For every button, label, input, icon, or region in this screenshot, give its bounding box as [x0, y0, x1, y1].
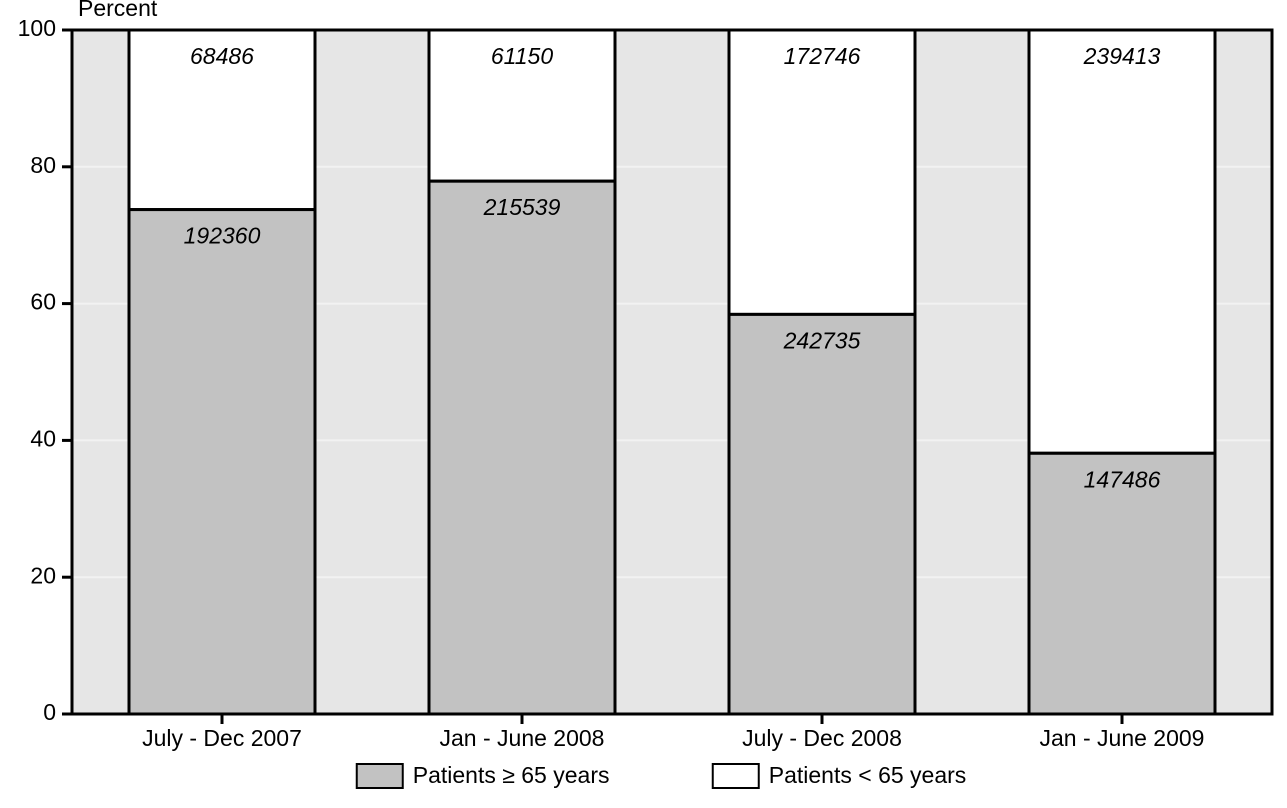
legend-label: Patients < 65 years [769, 762, 967, 788]
bar-upper [729, 30, 915, 314]
legend-label: Patients ≥ 65 years [413, 762, 610, 788]
y-tick-label: 60 [30, 289, 56, 315]
bar-lower [729, 314, 915, 714]
bar-upper-value: 61150 [491, 43, 553, 69]
y-axis-title: Percent [78, 0, 158, 21]
legend-swatch [357, 764, 403, 788]
legend-swatch [713, 764, 759, 788]
y-tick-label: 0 [43, 699, 56, 725]
bar-upper-value: 239413 [1083, 43, 1161, 69]
bar-lower [429, 181, 615, 714]
bar-lower-value: 192360 [184, 223, 261, 249]
x-tick-label: Jan - June 2008 [440, 725, 605, 751]
bar-lower-value: 147486 [1084, 466, 1161, 492]
bar-lower [129, 210, 315, 714]
x-tick-label: Jan - June 2009 [1040, 725, 1205, 751]
x-tick-label: July - Dec 2007 [142, 725, 302, 751]
y-tick-label: 20 [30, 562, 56, 588]
bar-upper-value: 68486 [190, 43, 254, 69]
y-tick-label: 40 [30, 425, 56, 451]
bar-upper-value: 172746 [784, 43, 861, 69]
bar-lower-value: 242735 [783, 327, 861, 353]
bar-lower [1029, 453, 1215, 714]
stacked-bar-chart: 68486 192360 61150 215539 172746 242735 239413… [0, 0, 1287, 808]
bar-lower-value: 215539 [483, 194, 561, 220]
x-tick-label: July - Dec 2008 [742, 725, 902, 751]
bar-upper [1029, 30, 1215, 453]
y-tick-label: 100 [18, 15, 56, 41]
y-tick-label: 80 [30, 152, 56, 178]
